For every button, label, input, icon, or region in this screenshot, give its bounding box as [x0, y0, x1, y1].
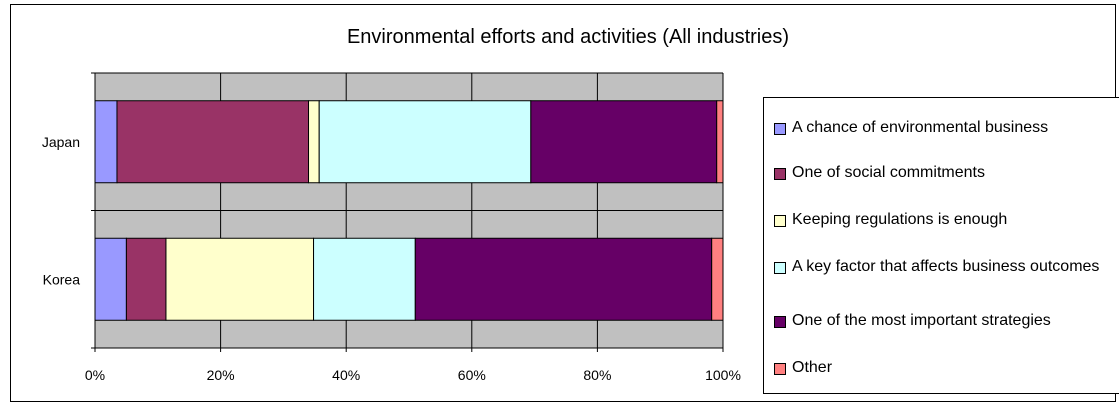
bar-segment-japan-1 — [116, 100, 310, 184]
legend-swatch — [774, 262, 786, 274]
bar-layer — [94, 100, 724, 321]
legend: A chance of environmental business One of… — [763, 97, 1119, 394]
bar-segment-korea-3 — [313, 237, 416, 321]
legend-label: Other — [792, 359, 833, 376]
x-tick-label: 40% — [332, 367, 360, 383]
legend-item: A chance of environmental business — [774, 118, 1119, 138]
legend-label: A key factor that affects business outco… — [792, 258, 1100, 275]
legend-item: One of social commitments — [774, 163, 1119, 183]
legend-swatch — [774, 363, 786, 375]
legend-swatch — [774, 316, 786, 328]
bar-segment-japan-2 — [308, 100, 320, 184]
bar-segment-korea-5 — [711, 237, 724, 321]
bar-segment-japan-5 — [716, 100, 724, 184]
x-tick-label: 20% — [207, 367, 235, 383]
x-tick-label: 80% — [583, 367, 611, 383]
legend-swatch — [774, 168, 786, 180]
legend-item: Keeping regulations is enough — [774, 210, 1119, 230]
chart-title: Environmental efforts and activities (Al… — [347, 26, 789, 48]
axis-layer — [91, 72, 724, 352]
legend-label: One of social commitments — [792, 164, 985, 181]
category-label: Japan — [42, 134, 80, 150]
legend-swatch — [774, 215, 786, 227]
legend-label: Keeping regulations is enough — [792, 211, 1008, 228]
category-label: Korea — [43, 271, 81, 287]
legend-label: A chance of environmental business — [792, 119, 1049, 136]
legend-item: One of the most important strategies — [774, 311, 1119, 331]
legend-label: One of the most important strategies — [792, 312, 1051, 329]
x-tick-label: 100% — [705, 367, 741, 383]
bar-segment-korea-4 — [414, 237, 713, 321]
bar-segment-korea-0 — [94, 237, 127, 321]
x-tick-label: 0% — [85, 367, 105, 383]
bar-segment-japan-0 — [94, 100, 118, 184]
legend-swatch — [774, 123, 786, 135]
x-tick-labels: 0% 20% 40% 60% 80% 100% — [85, 367, 741, 383]
bar-segment-korea-2 — [165, 237, 315, 321]
legend-item: Other — [774, 358, 1119, 378]
bar-segment-japan-4 — [530, 100, 718, 184]
category-labels: Japan Korea — [42, 134, 80, 288]
legend-item: A key factor that affects business outco… — [774, 257, 1119, 277]
bar-segment-japan-3 — [318, 100, 532, 184]
bar-segment-korea-1 — [125, 237, 167, 321]
x-tick-label: 60% — [458, 367, 486, 383]
